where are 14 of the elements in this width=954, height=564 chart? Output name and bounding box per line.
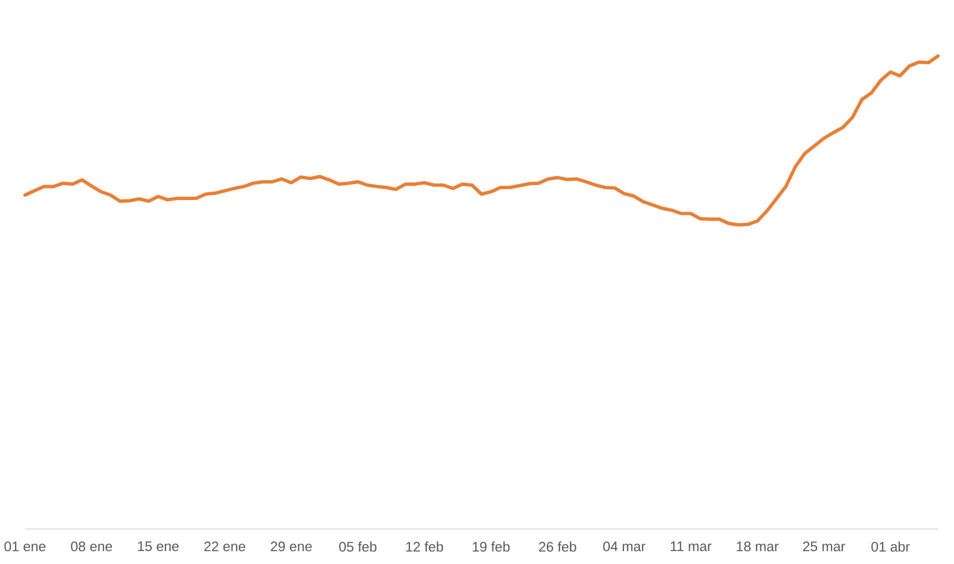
x-tick-label: 11 mar bbox=[670, 542, 712, 552]
x-tick-label: 29 ene bbox=[270, 542, 312, 552]
x-tick-label: 12 feb bbox=[406, 542, 444, 552]
x-tick-label: 01 ene bbox=[4, 542, 46, 552]
x-tick-label: 04 mar bbox=[603, 542, 646, 552]
x-tick-label: 15 ene bbox=[138, 542, 179, 552]
x-tick-label: 05 feb bbox=[339, 542, 376, 552]
x-tick-label: 22 ene bbox=[204, 542, 246, 552]
x-tick-label: 19 feb bbox=[472, 542, 510, 552]
x-tick-label: 01 abr bbox=[871, 542, 910, 552]
x-tick-label: 18 mar bbox=[736, 542, 779, 552]
x-tick-label: 08 ene bbox=[71, 542, 112, 552]
x-tick-label: 26 feb bbox=[539, 542, 576, 552]
x-tick-label: 25 mar bbox=[803, 542, 846, 552]
